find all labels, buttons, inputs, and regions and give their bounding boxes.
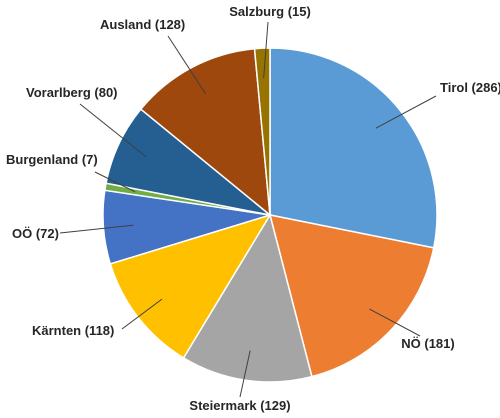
label-burgenland: Burgenland (7) bbox=[6, 152, 98, 167]
slice-salzburg bbox=[253, 47, 271, 216]
leader-line-steiermark bbox=[239, 350, 251, 398]
slice-tirol bbox=[269, 47, 438, 249]
label-tirol: Tirol (286) bbox=[440, 80, 500, 95]
leader-line-kaernten bbox=[121, 298, 163, 330]
slice-ausland bbox=[139, 47, 271, 217]
leader-lines bbox=[59, 21, 437, 398]
leader-line-burgenland bbox=[94, 171, 136, 193]
label-ooe: OÖ (72) bbox=[12, 226, 59, 241]
label-salzburg: Salzburg (15) bbox=[229, 4, 311, 19]
leader-line-ooe bbox=[59, 224, 134, 234]
leader-line-salzburg bbox=[263, 21, 269, 79]
label-steiermark: Steiermark (129) bbox=[189, 398, 290, 413]
pie-slices bbox=[102, 47, 438, 383]
slice-noe bbox=[268, 214, 435, 378]
slice-kaernten bbox=[109, 213, 272, 359]
label-kaernten: Kärnten (118) bbox=[32, 323, 114, 338]
slice-steiermark bbox=[182, 213, 313, 383]
leader-line-vorarlberg bbox=[79, 103, 147, 158]
label-ausland: Ausland (128) bbox=[100, 17, 185, 32]
slice-labels: Tirol (286) NÖ (181) Steiermark (129) Kärnt… bbox=[6, 4, 500, 413]
leader-line-noe bbox=[369, 308, 421, 337]
leader-line-tirol bbox=[375, 95, 437, 129]
label-vorarlberg: Vorarlberg (80) bbox=[26, 85, 118, 100]
leader-line-ausland bbox=[167, 35, 207, 95]
label-noe: NÖ (181) bbox=[401, 336, 454, 351]
